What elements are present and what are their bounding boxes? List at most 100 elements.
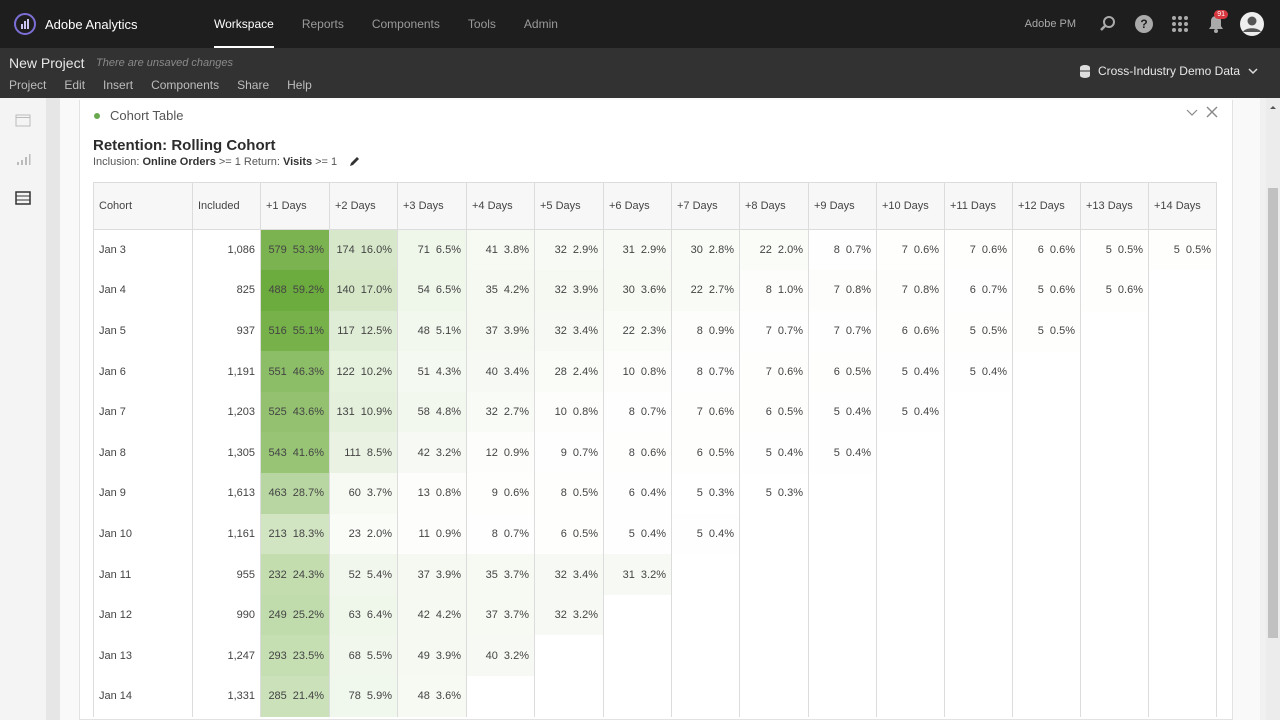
cohort-cell[interactable]: 293 23.5%	[260, 635, 330, 677]
org-name[interactable]: Adobe PM	[1024, 18, 1076, 30]
cohort-cell[interactable]	[1012, 594, 1081, 636]
cohort-cell[interactable]	[671, 594, 740, 636]
cohort-cell[interactable]: 40 3.4%	[466, 351, 535, 392]
cohort-cell[interactable]: 488 59.2%	[260, 270, 330, 311]
scrollbar-thumb[interactable]	[1268, 188, 1278, 638]
menu-edit[interactable]: Edit	[64, 78, 86, 92]
collapse-chevron-icon[interactable]	[1186, 106, 1198, 118]
cohort-cell[interactable]: 11 0.9%	[397, 513, 467, 555]
cohort-cell[interactable]	[876, 513, 945, 555]
column-header[interactable]: +13 Days	[1080, 182, 1149, 230]
cohort-cell[interactable]: 111 8.5%	[329, 432, 398, 474]
column-header[interactable]: +12 Days	[1012, 182, 1081, 230]
notifications-bell-icon[interactable]: 91	[1198, 6, 1234, 42]
cohort-cell[interactable]: 6 0.6%	[1012, 229, 1081, 271]
cohort-cell[interactable]	[944, 513, 1013, 555]
cohort-cell[interactable]: 13 0.8%	[397, 473, 467, 514]
cohort-cell[interactable]: 51 4.3%	[397, 351, 467, 392]
cohort-cell[interactable]: 6 0.7%	[944, 270, 1013, 311]
cohort-cell[interactable]	[739, 554, 809, 595]
cohort-cell[interactable]	[739, 635, 809, 677]
cohort-cell[interactable]	[876, 594, 945, 636]
cohort-cell[interactable]	[944, 635, 1013, 677]
column-header[interactable]: +4 Days	[466, 182, 535, 230]
cohort-cell[interactable]: 63 6.4%	[329, 594, 398, 636]
nav-admin[interactable]: Admin	[523, 17, 558, 31]
cohort-cell[interactable]	[739, 513, 809, 555]
cohort-cell[interactable]: 213 18.3%	[260, 513, 330, 555]
cohort-cell[interactable]: 41 3.8%	[466, 229, 535, 271]
components-icon[interactable]	[15, 191, 31, 205]
cohort-cell[interactable]: 7 0.6%	[671, 391, 740, 433]
cohort-cell[interactable]	[1148, 432, 1217, 474]
vertical-scrollbar[interactable]	[1266, 98, 1280, 720]
column-header[interactable]: +6 Days	[603, 182, 672, 230]
cohort-cell[interactable]: 5 0.4%	[671, 513, 740, 555]
cohort-cell[interactable]: 5 0.5%	[1012, 310, 1081, 352]
cohort-cell[interactable]: 10 0.8%	[534, 391, 604, 433]
cohort-cell[interactable]: 5 0.4%	[808, 432, 877, 474]
close-icon[interactable]	[1206, 106, 1218, 118]
cohort-cell[interactable]: 32 3.4%	[534, 310, 604, 352]
cohort-cell[interactable]: 54 6.5%	[397, 270, 467, 311]
column-header[interactable]: +14 Days	[1148, 182, 1217, 230]
cohort-cell[interactable]: 8 0.7%	[603, 391, 672, 433]
cohort-cell[interactable]: 42 3.2%	[397, 432, 467, 474]
cohort-cell[interactable]: 32 2.9%	[534, 229, 604, 271]
cohort-cell[interactable]: 5 0.5%	[944, 310, 1013, 352]
cohort-cell[interactable]: 543 41.6%	[260, 432, 330, 474]
nav-components[interactable]: Components	[371, 17, 440, 31]
column-header[interactable]: +3 Days	[397, 182, 467, 230]
cohort-cell[interactable]	[1080, 432, 1149, 474]
cohort-cell[interactable]: 232 24.3%	[260, 554, 330, 595]
cohort-cell[interactable]: 60 3.7%	[329, 473, 398, 514]
cohort-cell[interactable]: 31 3.2%	[603, 554, 672, 595]
cohort-cell[interactable]: 174 16.0%	[329, 229, 398, 271]
cohort-cell[interactable]: 5 0.5%	[1148, 229, 1217, 271]
cohort-cell[interactable]: 52 5.4%	[329, 554, 398, 595]
cohort-cell[interactable]: 71 6.5%	[397, 229, 467, 271]
cohort-cell[interactable]	[1012, 473, 1081, 514]
cohort-cell[interactable]: 49 3.9%	[397, 635, 467, 677]
cohort-cell[interactable]: 5 0.4%	[944, 351, 1013, 392]
cohort-cell[interactable]	[1012, 391, 1081, 433]
cohort-cell[interactable]: 31 2.9%	[603, 229, 672, 271]
cohort-cell[interactable]: 30 3.6%	[603, 270, 672, 311]
cohort-cell[interactable]: 8 0.9%	[671, 310, 740, 352]
cohort-cell[interactable]: 7 0.6%	[739, 351, 809, 392]
cohort-cell[interactable]: 12 0.9%	[466, 432, 535, 474]
cohort-cell[interactable]: 8 0.5%	[534, 473, 604, 514]
cohort-cell[interactable]	[603, 676, 672, 717]
cohort-cell[interactable]: 6 0.5%	[808, 351, 877, 392]
nav-workspace[interactable]: Workspace	[200, 0, 288, 48]
cohort-cell[interactable]	[808, 513, 877, 555]
menu-project[interactable]: Project	[9, 78, 47, 92]
cohort-cell[interactable]	[1080, 554, 1149, 595]
cohort-cell[interactable]	[944, 554, 1013, 595]
cohort-cell[interactable]	[1080, 513, 1149, 555]
cohort-cell[interactable]: 35 3.7%	[466, 554, 535, 595]
cohort-cell[interactable]: 525 43.6%	[260, 391, 330, 433]
cohort-cell[interactable]: 5 0.4%	[876, 391, 945, 433]
cohort-cell[interactable]	[876, 554, 945, 595]
cohort-cell[interactable]: 8 0.6%	[603, 432, 672, 474]
cohort-cell[interactable]: 28 2.4%	[534, 351, 604, 392]
cohort-cell[interactable]: 551 46.3%	[260, 351, 330, 392]
cohort-cell[interactable]: 22 2.0%	[739, 229, 809, 271]
cohort-cell[interactable]: 5 0.3%	[671, 473, 740, 514]
cohort-cell[interactable]: 9 0.6%	[466, 473, 535, 514]
cohort-cell[interactable]: 6 0.5%	[739, 391, 809, 433]
cohort-cell[interactable]: 8 0.7%	[808, 229, 877, 271]
cohort-cell[interactable]	[534, 676, 604, 717]
cohort-cell[interactable]	[1148, 270, 1217, 311]
cohort-cell[interactable]: 579 53.3%	[260, 229, 330, 271]
column-header[interactable]: +11 Days	[944, 182, 1013, 230]
cohort-cell[interactable]: 5 0.5%	[1080, 229, 1149, 271]
column-header[interactable]: Cohort	[93, 182, 193, 230]
column-header[interactable]: +10 Days	[876, 182, 945, 230]
apps-grid-icon[interactable]	[1162, 6, 1198, 42]
cohort-cell[interactable]: 117 12.5%	[329, 310, 398, 352]
cohort-cell[interactable]: 23 2.0%	[329, 513, 398, 555]
cohort-cell[interactable]	[1148, 513, 1217, 555]
visualizations-icon[interactable]	[15, 152, 31, 166]
